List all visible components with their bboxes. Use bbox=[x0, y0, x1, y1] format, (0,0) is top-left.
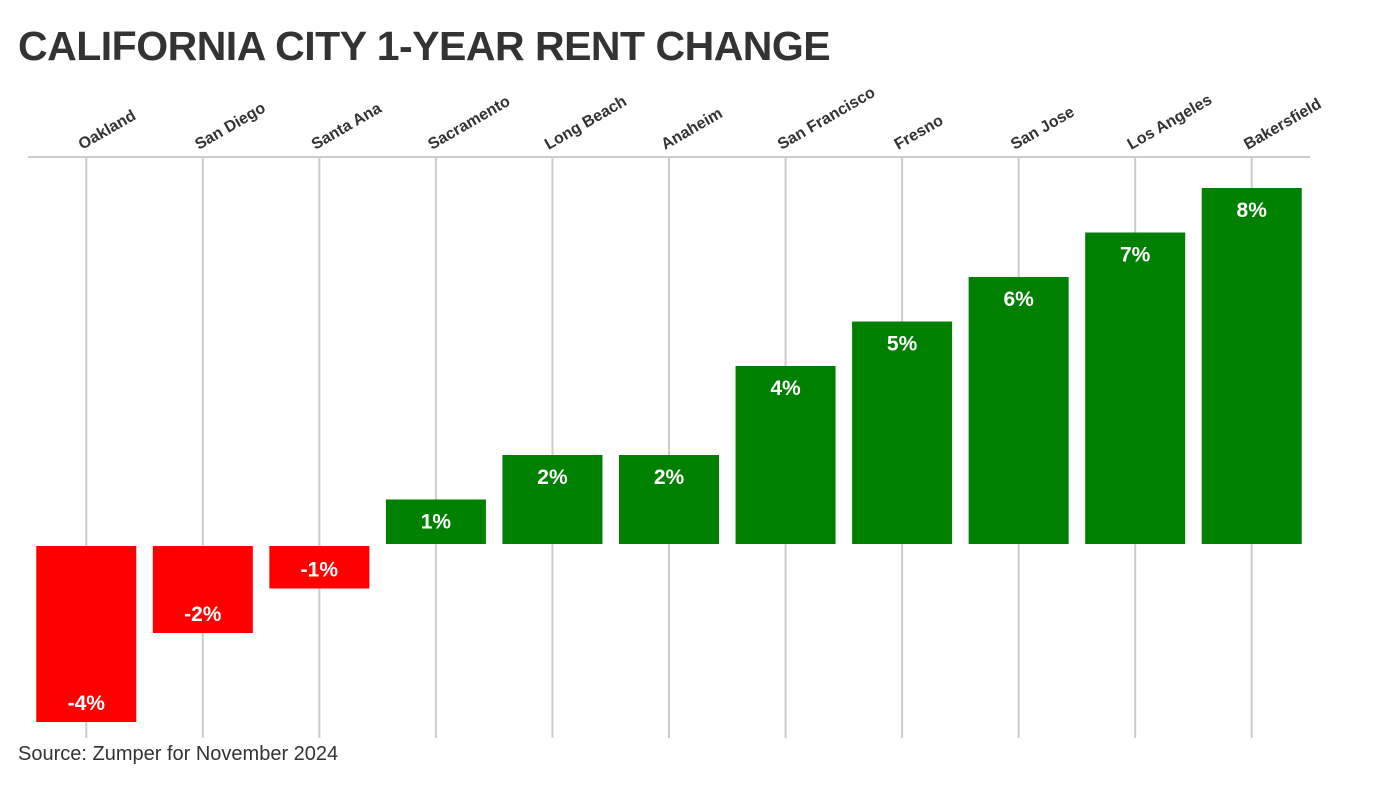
source-note: Source: Zumper for November 2024 bbox=[18, 743, 339, 765]
category-label-sacramento: Sacramento bbox=[425, 93, 513, 154]
bar-santa-ana bbox=[269, 546, 370, 589]
value-label-san-jose: 6% bbox=[1003, 288, 1034, 311]
category-label-san-diego: San Diego bbox=[192, 100, 268, 154]
value-label-oakland: -4% bbox=[68, 692, 106, 715]
category-label-san-jose: San Jose bbox=[1008, 104, 1077, 154]
category-label-oakland: Oakland bbox=[76, 107, 139, 153]
grid-lines bbox=[85, 157, 1253, 738]
value-label-anaheim: 2% bbox=[654, 466, 685, 489]
bar-fresno bbox=[852, 321, 953, 544]
category-label-fresno: Fresno bbox=[892, 112, 947, 154]
value-label-fresno: 5% bbox=[887, 333, 918, 356]
chart-title: CALIFORNIA CITY 1-YEAR RENT CHANGE bbox=[18, 23, 831, 69]
value-label-long-beach: 2% bbox=[537, 466, 568, 489]
bar-long-beach bbox=[502, 455, 603, 544]
bar-anaheim bbox=[619, 455, 719, 544]
bars bbox=[36, 188, 1302, 722]
category-label-los-angeles: Los Angeles bbox=[1125, 91, 1215, 153]
value-label-bakersfield: 8% bbox=[1237, 199, 1268, 222]
value-label-san-diego: -2% bbox=[184, 603, 222, 626]
bar-san-diego bbox=[152, 546, 253, 633]
value-label-los-angeles: 7% bbox=[1120, 244, 1151, 267]
bar-bakersfield bbox=[1201, 188, 1302, 544]
bar-oakland bbox=[36, 546, 137, 722]
bar-los-angeles bbox=[1085, 232, 1186, 544]
category-label-san-francisco: San Francisco bbox=[775, 84, 878, 154]
category-label-bakersfield: Bakersfield bbox=[1241, 96, 1324, 154]
value-label-san-francisco: 4% bbox=[770, 377, 801, 400]
value-label-santa-ana: -1% bbox=[301, 559, 339, 582]
bar-sacramento bbox=[385, 499, 486, 544]
category-label-long-beach: Long Beach bbox=[542, 93, 630, 154]
bar-san-francisco bbox=[735, 366, 836, 544]
value-labels: -4% -2% -1% 1% 2% 2% 4% 5% 6% 7% 8% bbox=[68, 199, 1268, 715]
category-label-anaheim: Anaheim bbox=[659, 105, 726, 154]
category-labels: Oakland San Diego Santa Ana Sacramento Long … bbox=[76, 84, 1325, 154]
value-label-sacramento: 1% bbox=[421, 511, 452, 534]
category-label-santa-ana: Santa Ana bbox=[309, 100, 385, 154]
bar-san-jose bbox=[968, 277, 1069, 544]
